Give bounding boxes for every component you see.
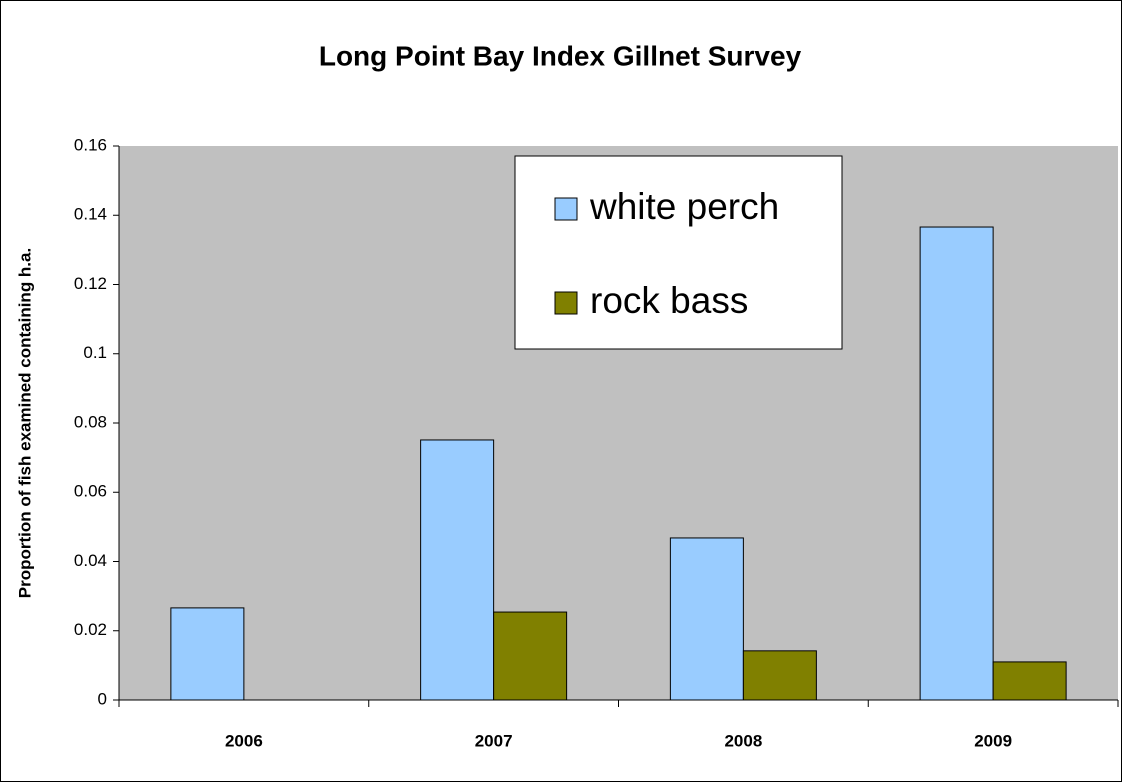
x-tick-label: 2007 xyxy=(475,731,513,750)
y-tick-label: 0.12 xyxy=(74,274,107,293)
y-tick-label: 0 xyxy=(98,689,107,708)
bar xyxy=(742,650,817,701)
legend-swatch xyxy=(554,291,578,315)
chart-title: Long Point Bay Index Gillnet Survey xyxy=(319,40,802,71)
y-tick-label: 0.08 xyxy=(74,412,107,431)
y-tick-label: 0.06 xyxy=(74,482,107,501)
bar xyxy=(170,607,245,701)
legend-swatch xyxy=(554,197,578,221)
legend-label: white perch xyxy=(589,186,779,227)
legend-label: rock bass xyxy=(590,280,748,321)
y-axis-label: Proportion of fish examined containing h… xyxy=(15,248,34,598)
y-tick-label: 0.02 xyxy=(74,620,107,639)
y-tick-label: 0.04 xyxy=(74,551,107,570)
y-tick-label: 0.1 xyxy=(83,343,107,362)
bar xyxy=(669,537,744,701)
y-tick-label: 0.16 xyxy=(74,135,107,154)
bar xyxy=(919,226,994,701)
x-tick-label: 2008 xyxy=(724,731,762,750)
bar xyxy=(420,439,495,701)
bar xyxy=(493,611,568,701)
y-tick-label: 0.14 xyxy=(74,205,107,224)
x-tick-label: 2009 xyxy=(974,731,1012,750)
legend-box xyxy=(514,155,843,350)
bar xyxy=(992,661,1067,701)
x-tick-label: 2006 xyxy=(225,731,263,750)
